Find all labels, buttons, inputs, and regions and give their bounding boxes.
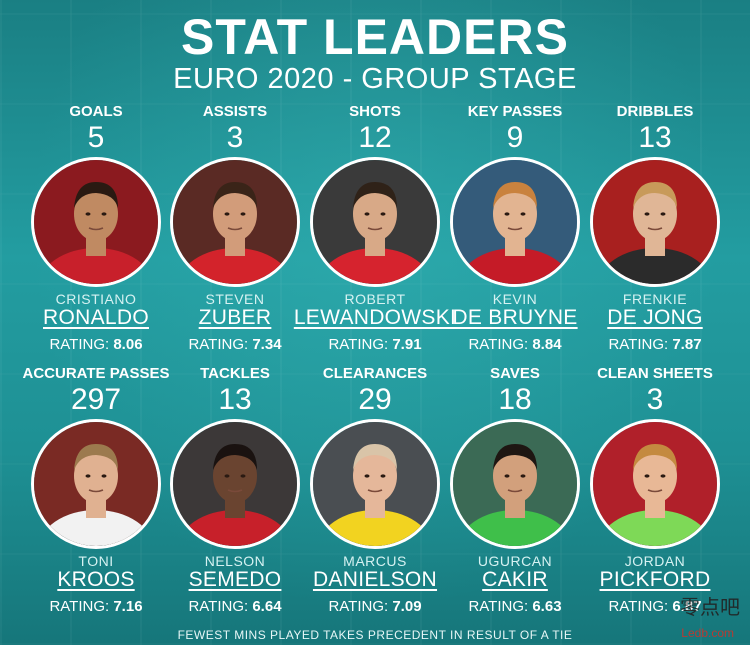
player-photo — [310, 157, 440, 287]
page-title: STAT LEADERS — [181, 9, 569, 65]
player-last-name: DE JONG — [607, 306, 703, 329]
player-photo — [170, 419, 300, 549]
stat-category: ASSISTS — [202, 103, 268, 120]
stat-value: 29 — [358, 383, 392, 416]
rating-label: RATING: — [49, 598, 110, 615]
player-last-name: RONALDO — [43, 306, 149, 329]
stat-category: CLEARANCES — [322, 365, 428, 382]
stat-value: 3 — [646, 383, 664, 416]
player-first-name: CRISTIANO — [55, 291, 137, 307]
player-rating: RATING: 7.09 — [300, 598, 450, 616]
rating-value: 7.09 — [392, 598, 422, 615]
stat-value: 13 — [638, 121, 672, 154]
player-photo — [31, 157, 161, 287]
rating-value: 6.63 — [532, 598, 562, 615]
player-rating: RATING: 6.64 — [160, 598, 310, 616]
player-last-name: DANIELSON — [312, 568, 438, 591]
player-first-name: FRENKIE — [622, 291, 688, 307]
player-last-name: KROOS — [57, 568, 135, 591]
stat-value: 18 — [498, 383, 532, 416]
stat-value: 297 — [70, 383, 122, 416]
player-rating: RATING: 6.63 — [440, 598, 590, 616]
rating-label: RATING: — [468, 598, 529, 615]
stat-value: 3 — [226, 121, 244, 154]
player-rating: RATING: 7.16 — [21, 598, 171, 616]
player-last-name: SEMEDO — [188, 568, 282, 591]
rating-label: RATING: — [188, 598, 249, 615]
stat-category: TACKLES — [200, 365, 270, 382]
player-photo — [310, 419, 440, 549]
rating-value: 8.84 — [532, 336, 562, 353]
watermark-logo: 零点吧 — [680, 595, 740, 619]
player-photo — [450, 157, 580, 287]
rating-label: RATING: — [49, 336, 110, 353]
player-last-name: ZUBER — [198, 306, 272, 329]
rating-value: 7.16 — [113, 598, 143, 615]
player-rating: RATING: 6.87 — [580, 598, 730, 616]
rating-value: 7.87 — [672, 336, 702, 353]
rating-label: RATING: — [328, 598, 389, 615]
stat-category: ACCURATE PASSES — [22, 365, 170, 382]
player-first-name: TONI — [78, 553, 114, 569]
player-first-name: MARCUS — [343, 553, 407, 569]
rating-value: 6.87 — [672, 598, 702, 615]
rating-label: RATING: — [188, 336, 249, 353]
player-last-name: PICKFORD — [599, 568, 711, 591]
stat-value: 12 — [358, 121, 392, 154]
player-first-name: KEVIN — [492, 291, 538, 307]
stat-value: 9 — [506, 121, 524, 154]
player-photo — [450, 419, 580, 549]
watermark-url: Ledb.com — [681, 626, 734, 640]
player-first-name: ROBERT — [344, 291, 406, 307]
player-first-name: STEVEN — [205, 291, 265, 307]
rating-value: 8.06 — [113, 336, 143, 353]
page-subtitle: EURO 2020 - GROUP STAGE — [173, 63, 577, 95]
rating-value: 7.34 — [252, 336, 282, 353]
player-photo — [170, 157, 300, 287]
player-first-name: NELSON — [204, 553, 266, 569]
rating-label: RATING: — [608, 336, 669, 353]
player-rating: RATING: 7.87 — [580, 336, 730, 354]
player-photo — [590, 419, 720, 549]
player-last-name: CAKIR — [482, 568, 548, 591]
stat-value: 5 — [87, 121, 105, 154]
player-first-name: JORDAN — [624, 553, 686, 569]
rating-label: RATING: — [468, 336, 529, 353]
player-photo — [590, 157, 720, 287]
stat-category: SAVES — [490, 365, 540, 382]
rating-label: RATING: — [328, 336, 389, 353]
footer-note: FEWEST MINS PLAYED TAKES PRECEDENT IN RE… — [177, 628, 573, 642]
stat-category: KEY PASSES — [467, 103, 563, 120]
stat-category: GOALS — [69, 103, 123, 120]
stat-value: 13 — [218, 383, 252, 416]
rating-label: RATING: — [608, 598, 669, 615]
player-last-name: DE BRUYNE — [452, 306, 578, 329]
player-rating: RATING: 7.34 — [160, 336, 310, 354]
stat-category: SHOTS — [349, 103, 401, 120]
player-rating: RATING: 8.06 — [21, 336, 171, 354]
stat-category: CLEAN SHEETS — [597, 365, 713, 382]
rating-value: 7.91 — [392, 336, 422, 353]
player-last-name: LEWANDOWSKI — [293, 306, 457, 329]
stat-category: DRIBBLES — [616, 103, 694, 120]
player-rating: RATING: 7.91 — [300, 336, 450, 354]
player-first-name: UGURCAN — [477, 553, 553, 569]
rating-value: 6.64 — [252, 598, 282, 615]
player-photo — [31, 419, 161, 549]
player-rating: RATING: 8.84 — [440, 336, 590, 354]
